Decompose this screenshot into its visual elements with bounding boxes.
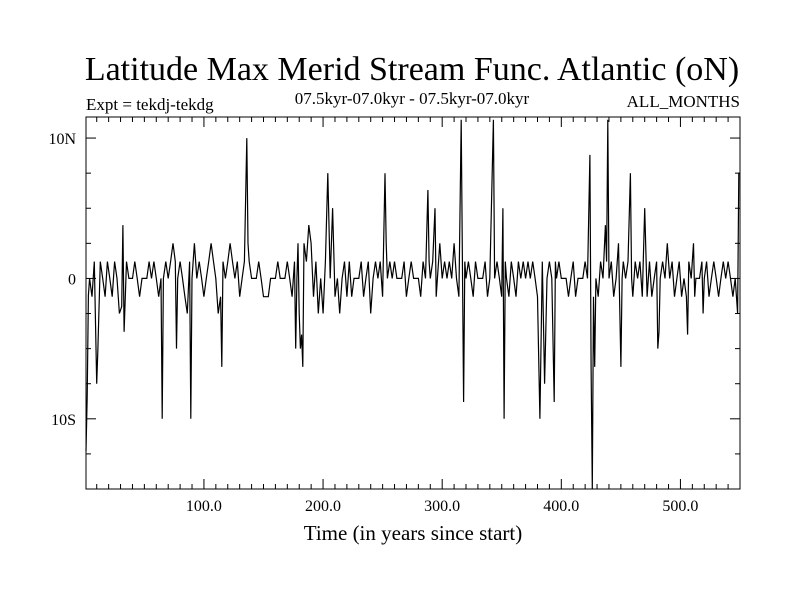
x-tick-label: 500.0 [662,498,698,515]
plot-frame [85,116,741,490]
axis-tick-labels: 100.0 200.0 300.0 400.0 500.0 10N 0 10S [48,131,698,515]
x-tick-label: 300.0 [424,498,460,515]
period-label: 07.5kyr-07.0kyr - 07.5kyr-07.0kyr [295,89,530,108]
y-tick-label: 10N [48,131,76,148]
x-tick-label: 200.0 [305,498,341,515]
experiment-label: Expt = tekdj-tekdg [86,95,214,114]
y-tick-label: 10S [51,412,76,429]
x-tick-label: 100.0 [186,498,222,515]
x-axis-label: Time (in years since start) [304,521,523,545]
chart-title: Latitude Max Merid Stream Func. Atlantic… [85,51,739,88]
series-line-latitude-max [85,119,740,490]
season-label: ALL_MONTHS [627,92,740,111]
axis-ticks [86,117,741,490]
x-tick-label: 400.0 [543,498,579,515]
y-tick-label: 0 [68,271,76,288]
